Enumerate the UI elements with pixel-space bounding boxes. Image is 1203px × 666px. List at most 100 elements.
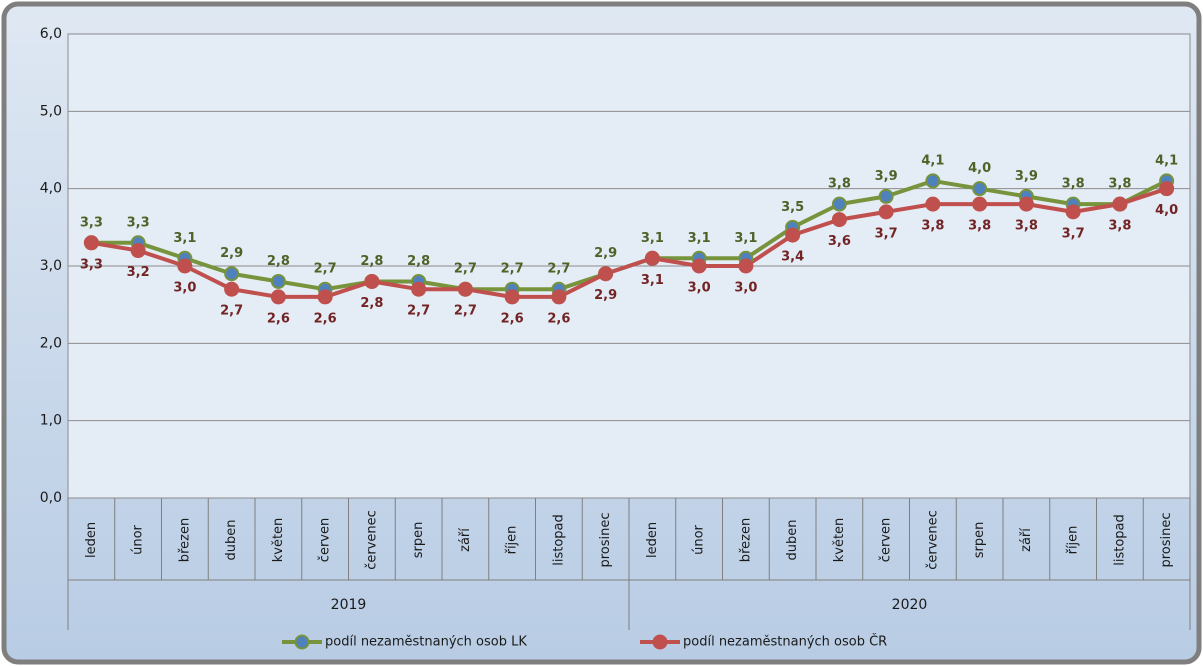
data-label: 3,0 [688, 281, 711, 296]
data-point [411, 281, 427, 297]
data-label: 3,8 [921, 219, 944, 234]
data-point [130, 243, 146, 259]
data-point [270, 273, 286, 289]
data-point [1018, 196, 1034, 212]
legend-marker [294, 634, 310, 650]
y-tick-label: 4,0 [40, 181, 62, 197]
data-label: 2,9 [220, 246, 243, 261]
x-tick-label: březen [177, 518, 192, 562]
x-tick-label: leden [84, 522, 99, 558]
data-label: 3,3 [127, 215, 150, 230]
data-label: 4,0 [968, 161, 991, 176]
data-label: 3,8 [1108, 219, 1131, 234]
data-point [224, 281, 240, 297]
data-label: 2,9 [594, 246, 617, 261]
data-point [551, 289, 567, 305]
data-point [878, 204, 894, 220]
data-label: 4,1 [1155, 153, 1178, 168]
data-label: 3,8 [968, 219, 991, 234]
x-tick-label: červen [879, 518, 894, 562]
data-label: 2,8 [407, 254, 430, 269]
x-tick-label: srpen [411, 522, 426, 559]
data-label: 2,9 [594, 288, 617, 303]
x-tick-label: prosinec [1159, 512, 1174, 567]
data-point [925, 196, 941, 212]
data-label: 2,8 [267, 254, 290, 269]
x-tick-label: květen [832, 518, 847, 563]
group-label: 2020 [892, 597, 928, 613]
legend-label: podíl nezaměstnaných osob LK [325, 635, 527, 650]
data-label: 3,1 [173, 231, 196, 246]
data-label: 3,7 [1062, 226, 1085, 241]
data-label: 3,8 [1108, 177, 1131, 192]
legend-marker [652, 634, 668, 650]
x-tick-label: únor [131, 524, 146, 554]
data-label: 3,1 [641, 273, 664, 288]
data-label: 3,2 [127, 265, 150, 280]
data-label: 2,6 [314, 311, 337, 326]
x-tick-label: březen [738, 518, 753, 562]
x-tick-label: duben [224, 520, 239, 561]
x-tick-label: leden [645, 522, 660, 558]
series-line [91, 186, 1168, 299]
data-label: 3,8 [828, 177, 851, 192]
data-label: 3,0 [173, 281, 196, 296]
data-label: 3,1 [688, 231, 711, 246]
x-tick-label: listopad [1112, 514, 1127, 566]
data-point [224, 266, 240, 282]
data-label: 3,1 [734, 231, 757, 246]
legend-label: podíl nezaměstnaných osob ČR [683, 634, 887, 650]
x-tick-label: únor [692, 524, 707, 554]
x-tick-label: říjen [1066, 526, 1081, 555]
x-tick-label: červen [318, 518, 333, 562]
data-point [457, 281, 473, 297]
data-point [691, 258, 707, 274]
data-label: 2,7 [454, 304, 477, 319]
y-tick-label: 6,0 [40, 26, 62, 42]
data-label: 3,8 [1062, 177, 1085, 192]
data-label: 3,5 [781, 200, 804, 215]
x-tick-label: duben [785, 520, 800, 561]
data-label: 2,6 [547, 311, 570, 326]
y-tick-label: 5,0 [40, 103, 62, 119]
x-tick-label: srpen [972, 522, 987, 559]
data-point [83, 235, 99, 251]
x-tick-label: říjen [505, 526, 520, 555]
data-label: 2,6 [267, 311, 290, 326]
data-label: 2,7 [220, 304, 243, 319]
y-tick-label: 0,0 [40, 490, 62, 506]
data-point [1159, 181, 1175, 197]
data-label: 2,7 [407, 304, 430, 319]
x-tick-label: září [1019, 528, 1034, 552]
data-label: 3,3 [80, 257, 103, 272]
data-label: 3,6 [828, 234, 851, 249]
data-point [270, 289, 286, 305]
data-label: 2,7 [501, 262, 524, 277]
x-tick-label: září [458, 528, 473, 552]
group-label: 2019 [331, 597, 367, 613]
data-point [972, 196, 988, 212]
data-label: 4,1 [921, 153, 944, 168]
data-label: 3,1 [641, 231, 664, 246]
data-point [1112, 196, 1128, 212]
data-label: 2,8 [360, 296, 383, 311]
data-point [1065, 204, 1081, 220]
data-label: 2,8 [360, 254, 383, 269]
x-tick-label: listopad [551, 514, 566, 566]
data-label: 3,0 [734, 281, 757, 296]
data-point [598, 266, 614, 282]
y-tick-label: 2,0 [40, 335, 62, 351]
data-point [785, 227, 801, 243]
data-label: 2,7 [454, 262, 477, 277]
data-label: 2,7 [547, 262, 570, 277]
data-label: 2,6 [501, 311, 524, 326]
y-tick-label: 3,0 [40, 258, 62, 274]
data-point [504, 289, 520, 305]
data-label: 3,9 [1015, 169, 1038, 184]
data-label: 4,0 [1155, 203, 1178, 218]
data-point [177, 258, 193, 274]
data-point [364, 273, 380, 289]
data-point [831, 196, 847, 212]
data-point [644, 250, 660, 266]
